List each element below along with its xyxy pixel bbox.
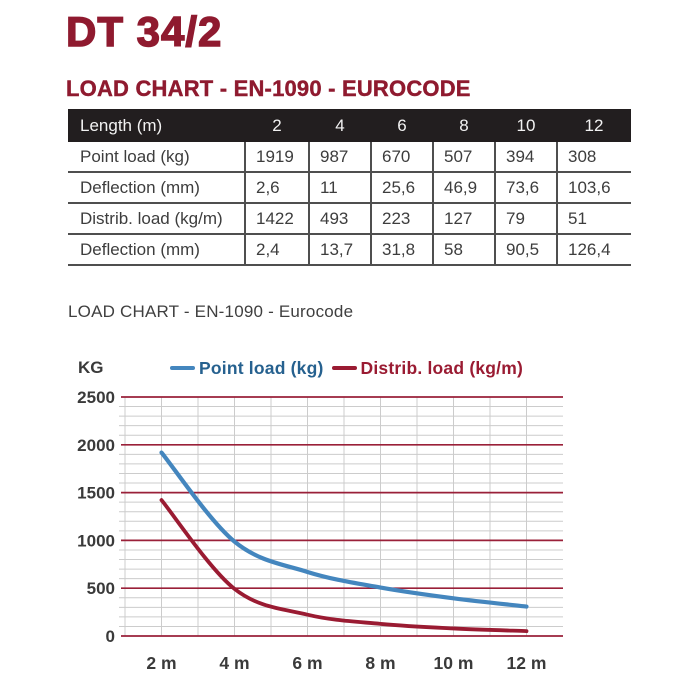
legend-item-distrib-load: Distrib. load (kg/m) bbox=[331, 357, 524, 379]
table-cell: 11 bbox=[308, 172, 371, 204]
table-header-length-2: 2 bbox=[245, 109, 309, 142]
y-tick-label: 2000 bbox=[77, 436, 115, 455]
table-cell: 2,4 bbox=[244, 234, 309, 266]
table-cell: 507 bbox=[432, 142, 495, 173]
table-row-label: Deflection (mm) bbox=[68, 172, 245, 204]
point-load-curve bbox=[159, 450, 529, 609]
load-table-body: Point load (kg) 1919 987 670 507 394 308 Deflec… bbox=[68, 142, 631, 266]
table-header-length-4: 4 bbox=[309, 109, 371, 142]
table-header-length-10: 10 bbox=[495, 109, 557, 142]
table-row-label: Point load (kg) bbox=[68, 142, 245, 173]
page-title: DT 34/2 bbox=[65, 7, 223, 55]
table-cell: 103,6 bbox=[556, 172, 631, 204]
table-cell: 31,8 bbox=[370, 234, 433, 266]
table-row: Distrib. load (kg/m) 1422 493 223 127 79 51 bbox=[68, 203, 631, 235]
table-cell: 46,9 bbox=[432, 172, 495, 204]
table-row-label: Deflection (mm) bbox=[68, 234, 245, 266]
table-cell: 126,4 bbox=[556, 234, 631, 266]
chart-legend: Point load (kg) Distrib. load (kg/m) bbox=[170, 358, 531, 378]
table-cell: 79 bbox=[494, 203, 557, 235]
y-tick-label: 0 bbox=[106, 627, 115, 646]
table-cell: 51 bbox=[556, 203, 631, 235]
table-cell: 1919 bbox=[244, 142, 309, 173]
point-load-line-icon bbox=[170, 366, 195, 370]
table-header-row: Length (m) 2 4 6 8 10 12 bbox=[68, 109, 631, 142]
table-cell: 1422 bbox=[244, 203, 309, 235]
legend-label-distrib-load: Distrib. load (kg/m) bbox=[360, 357, 524, 378]
table-header-length-8: 8 bbox=[433, 109, 495, 142]
x-tick-label: 10 m bbox=[434, 653, 474, 673]
table-row: Deflection (mm) 2,4 13,7 31,8 58 90,5 126,4 bbox=[68, 234, 631, 266]
page-subtitle: LOAD CHART - EN-1090 - EUROCODE bbox=[66, 76, 471, 101]
table-header-length-12: 12 bbox=[557, 109, 631, 142]
distrib-load-curve bbox=[159, 498, 529, 634]
y-tick-label: 500 bbox=[87, 579, 115, 598]
legend-item-point-load: Point load (kg) bbox=[170, 358, 324, 379]
table-cell: 13,7 bbox=[308, 234, 371, 266]
load-table: Length (m) 2 4 6 8 10 12 Point load (kg) 1919 98… bbox=[68, 109, 631, 266]
x-tick-label: 4 m bbox=[219, 653, 249, 673]
y-tick-label: 1000 bbox=[77, 531, 115, 550]
load-table-header: Length (m) 2 4 6 8 10 12 bbox=[68, 109, 631, 142]
table-cell: 308 bbox=[556, 142, 631, 173]
y-axis-unit-label: KG bbox=[78, 358, 104, 377]
chart-caption: LOAD CHART - EN-1090 - Eurocode bbox=[68, 302, 354, 321]
table-cell: 25,6 bbox=[370, 172, 433, 204]
table-header-length-6: 6 bbox=[371, 109, 433, 142]
table-cell: 58 bbox=[432, 234, 495, 266]
table-cell: 493 bbox=[308, 203, 371, 235]
distrib-load-line-icon bbox=[331, 366, 357, 370]
x-tick-label: 8 m bbox=[365, 653, 395, 673]
table-cell: 90,5 bbox=[494, 234, 557, 266]
table-cell: 987 bbox=[308, 142, 371, 173]
table-cell: 2,6 bbox=[244, 172, 309, 204]
table-cell: 127 bbox=[432, 203, 495, 235]
y-tick-label: 2500 bbox=[77, 388, 115, 407]
table-row: Point load (kg) 1919 987 670 507 394 308 bbox=[68, 142, 631, 173]
table-cell: 223 bbox=[370, 203, 433, 235]
load-chart: 0 500 1000 1500 2000 2500 2 m 4 m 6 m 8 m 10 m 12 m bbox=[77, 388, 563, 673]
table-cell: 73,6 bbox=[494, 172, 557, 204]
table-cell: 394 bbox=[494, 142, 557, 173]
x-tick-label: 6 m bbox=[292, 653, 322, 673]
table-row-label: Distrib. load (kg/m) bbox=[68, 203, 245, 235]
x-tick-label: 2 m bbox=[146, 653, 176, 673]
legend-label-point-load: Point load (kg) bbox=[199, 357, 324, 378]
table-header-label: Length (m) bbox=[68, 109, 245, 142]
x-tick-label: 12 m bbox=[507, 653, 547, 673]
table-row: Deflection (mm) 2,6 11 25,6 46,9 73,6 103,6 bbox=[68, 172, 631, 204]
table-cell: 670 bbox=[370, 142, 433, 173]
y-tick-label: 1500 bbox=[77, 484, 115, 503]
